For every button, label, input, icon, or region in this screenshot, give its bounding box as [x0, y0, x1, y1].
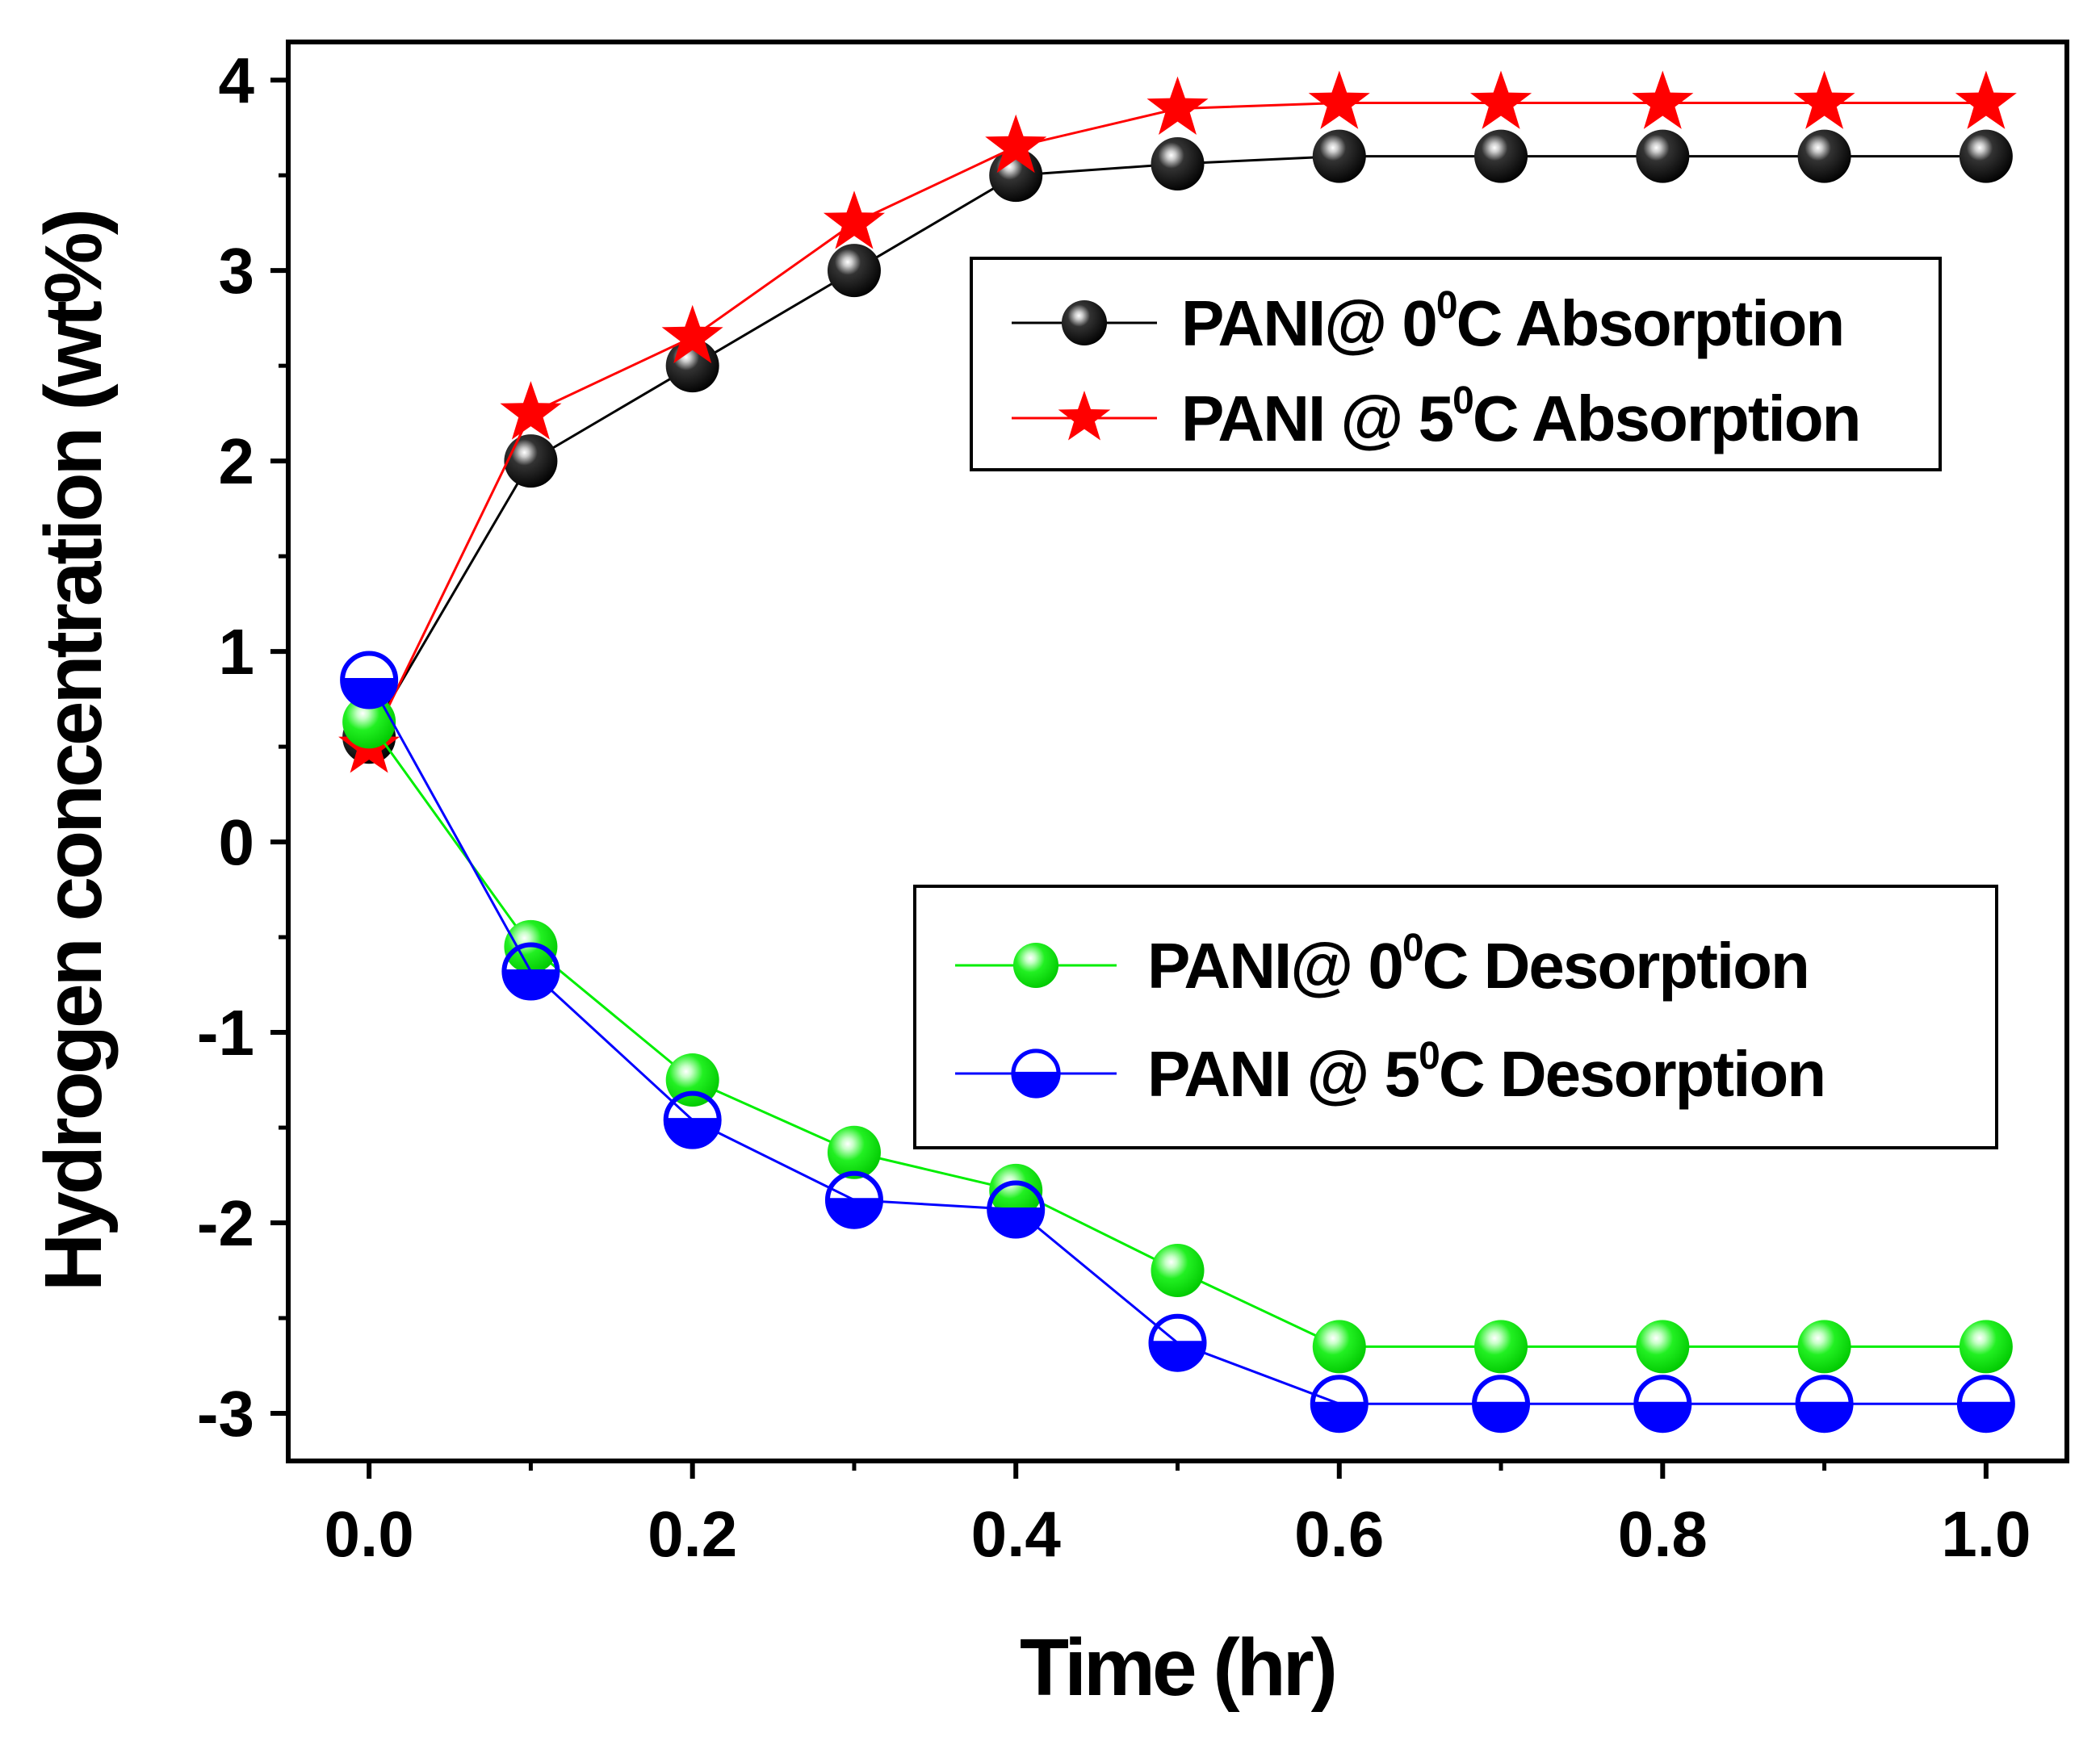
y-tick-label: -2 — [197, 1187, 254, 1259]
y-tick-label: 0 — [219, 806, 255, 878]
y-axis-title: Hydrogen concentration (wt%) — [28, 211, 119, 1291]
legend-marker — [1011, 1048, 1061, 1099]
y-tick-label: -1 — [197, 997, 254, 1069]
y-tick-label: 4 — [219, 44, 255, 116]
x-tick-label: 0.6 — [1294, 1498, 1384, 1570]
x-tick-label: 0.0 — [325, 1498, 414, 1570]
data-point — [1636, 129, 1690, 183]
data-point — [1797, 1320, 1851, 1374]
legend-marker — [1061, 299, 1108, 346]
data-point — [1474, 1320, 1528, 1374]
data-point — [340, 651, 399, 709]
data-point — [1312, 1320, 1366, 1374]
data-point — [501, 942, 560, 1001]
legend-label: PANI@ 00C Desorption — [1147, 927, 1809, 1002]
data-point — [989, 1163, 1043, 1217]
data-point — [1151, 1244, 1205, 1298]
data-point — [1146, 76, 1209, 135]
y-tick-label: 3 — [219, 235, 255, 307]
y-tick-label: 2 — [219, 425, 255, 497]
data-point — [663, 1090, 722, 1149]
data-point — [823, 190, 885, 249]
legend-entry-0: PANI@ 00C Absorption — [1012, 284, 1845, 359]
data-point — [1793, 70, 1855, 129]
data-point — [1632, 70, 1694, 129]
data-point — [827, 1125, 881, 1179]
data-point — [1151, 137, 1205, 191]
data-point — [827, 244, 881, 298]
data-point — [665, 1053, 719, 1107]
x-tick-label: 0.2 — [648, 1498, 737, 1570]
data-point — [504, 434, 558, 488]
legend-label: PANI @ 50C Desorption — [1147, 1035, 1825, 1110]
legend-marker — [1058, 391, 1111, 441]
data-point — [1470, 70, 1532, 129]
legend-label: PANI@ 00C Absorption — [1181, 284, 1843, 359]
legend-label: PANI @ 50C Absorption — [1181, 379, 1860, 454]
data-point — [1959, 129, 2013, 183]
data-point — [661, 304, 723, 364]
x-tick-label: 1.0 — [1941, 1498, 2031, 1570]
data-point — [1955, 70, 2017, 129]
data-point — [824, 1170, 883, 1229]
data-point — [1633, 1375, 1692, 1434]
legend-entry-2: PANI@ 00C Desorption — [955, 927, 1810, 1002]
y-tick-label: -3 — [197, 1378, 254, 1450]
legend-box-desorption — [913, 885, 1998, 1149]
data-point — [985, 114, 1047, 174]
data-point — [1636, 1320, 1690, 1374]
data-point — [1795, 1375, 1854, 1434]
legend-box-absorption — [970, 257, 1942, 471]
data-point — [987, 1180, 1046, 1239]
x-axis-title: Time (hr) — [1020, 1622, 1335, 1713]
data-point — [342, 695, 396, 749]
data-point — [1474, 129, 1528, 183]
data-point — [1312, 129, 1366, 183]
data-point — [1310, 1375, 1369, 1434]
data-point — [1308, 70, 1370, 129]
data-point — [1797, 129, 1851, 183]
data-point — [500, 381, 562, 440]
x-tick-label: 0.4 — [971, 1498, 1062, 1570]
legend-marker — [1012, 942, 1059, 989]
data-point — [1959, 1320, 2013, 1374]
legend-entry-1: PANI @ 50C Absorption — [1012, 379, 1862, 454]
data-point — [1956, 1375, 2015, 1434]
series-3 — [340, 651, 2015, 1434]
data-point — [1148, 1313, 1207, 1372]
legend-entry-3: PANI @ 50C Desorption — [955, 1035, 1826, 1110]
series-2 — [342, 695, 2013, 1374]
y-tick-label: 1 — [219, 616, 255, 688]
x-tick-label: 0.8 — [1618, 1498, 1708, 1570]
data-point — [1472, 1375, 1531, 1434]
